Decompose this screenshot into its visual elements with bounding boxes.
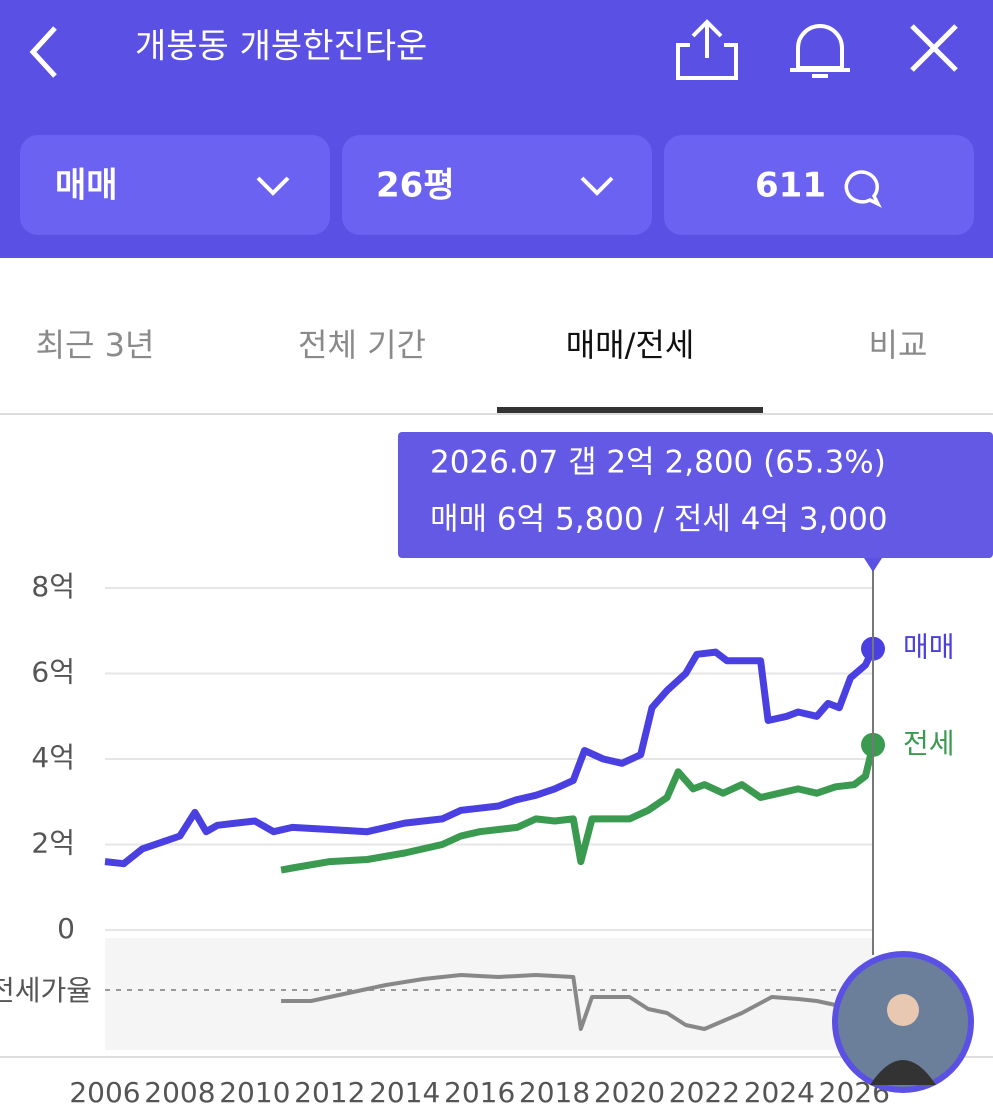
x-tick-label: 2008: [144, 1076, 215, 1107]
comments-button[interactable]: [664, 135, 974, 235]
tab-active[interactable]: 매매/전세: [566, 326, 695, 364]
tab-bar: 최근 3년 전체 기간 매매/전세 비교: [0, 326, 993, 415]
tab[interactable]: 비교: [869, 326, 928, 364]
comment-icon: [844, 170, 882, 208]
legend-label: 매매: [903, 631, 955, 664]
tooltip-line: 2026.07 갭 2억 2,800 (65.3%): [430, 445, 886, 481]
deal-type: 매매: [55, 166, 118, 206]
x-tick-label: 2022: [669, 1076, 740, 1107]
tooltip-line: 매매 6억 5,800 / 전세 4억 3,000: [430, 502, 888, 538]
legend-label: 전세: [903, 727, 955, 760]
ratio-label: 전세가율: [0, 974, 92, 1007]
tooltip-box: [398, 432, 993, 558]
video-avatar[interactable]: [832, 951, 974, 1093]
filter-bar: 매매 26평 611: [20, 135, 974, 235]
tooltip: 2026.07 갭 2억 2,800 (65.3%) 매매 6억 5,800 /…: [398, 432, 993, 572]
x-tick-label: 2014: [369, 1076, 440, 1107]
y-tick-label: 0: [57, 912, 75, 945]
ratio-panel: [105, 938, 873, 1050]
y-tick-label: 6억: [31, 656, 75, 689]
tab-underline: [497, 407, 763, 413]
close-button[interactable]: [910, 24, 958, 72]
size-dropdown[interactable]: [342, 135, 652, 235]
series-line: [104, 647, 877, 868]
deal-type-dropdown[interactable]: [20, 135, 330, 235]
y-tick-label: 2억: [31, 827, 75, 860]
y-tick-label: 8억: [31, 570, 75, 603]
comment-count: 611: [755, 166, 826, 206]
ratio-line: [281, 973, 855, 1031]
back-button[interactable]: [29, 26, 57, 78]
size: 26평: [376, 166, 455, 206]
x-tick-label: 2012: [294, 1076, 365, 1107]
tab[interactable]: 전체 기간: [298, 326, 426, 364]
x-tick-label: 2024: [744, 1076, 815, 1107]
x-tick-label: 2006: [69, 1076, 140, 1107]
x-tick-label: 2020: [594, 1076, 665, 1107]
tab[interactable]: 최근 3년: [36, 326, 155, 364]
share-button[interactable]: [676, 19, 738, 80]
series-line: [280, 744, 877, 874]
chevron: [580, 176, 614, 196]
chevron: [256, 176, 290, 196]
x-tick-label: 2018: [519, 1076, 590, 1107]
page-title: 개봉동 개봉한진타운: [135, 27, 427, 67]
alarm-button[interactable]: [790, 24, 850, 78]
x-tick-label: 2016: [444, 1076, 515, 1107]
x-tick-label: 2010: [219, 1076, 290, 1107]
tooltip-pointer: [864, 558, 882, 572]
y-tick-label: 4억: [31, 741, 75, 774]
